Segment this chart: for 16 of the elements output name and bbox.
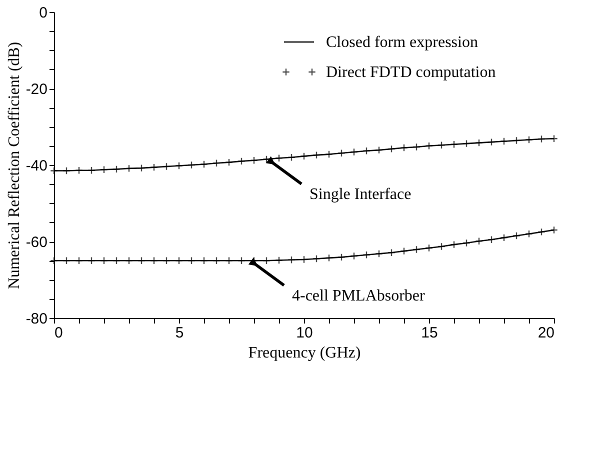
y-tick-label: -80 [26, 310, 48, 328]
x-tick-label: 15 [421, 324, 438, 342]
y-tick-label: -20 [26, 81, 48, 98]
annotation: 4-cell PMLAbsorber [292, 287, 426, 304]
x-tick-label: 20 [538, 324, 554, 342]
annotation: Single Interface [310, 186, 412, 203]
y-tick-label: 0 [39, 4, 48, 22]
y-axis-title: Numerical Reflection Coefficient (dB) [6, 42, 23, 290]
y-tick-label: -40 [26, 158, 48, 174]
x-tick-label: 10 [296, 324, 313, 342]
x-tick-label: 5 [175, 324, 184, 342]
legend-label: Direct FDTD computation [326, 64, 496, 81]
y-tick-label: -60 [26, 234, 48, 251]
x-axis-title: Frequency (GHz) [248, 344, 361, 362]
legend-label: Closed form expression [326, 34, 478, 51]
x-tick-label: 0 [54, 324, 63, 342]
